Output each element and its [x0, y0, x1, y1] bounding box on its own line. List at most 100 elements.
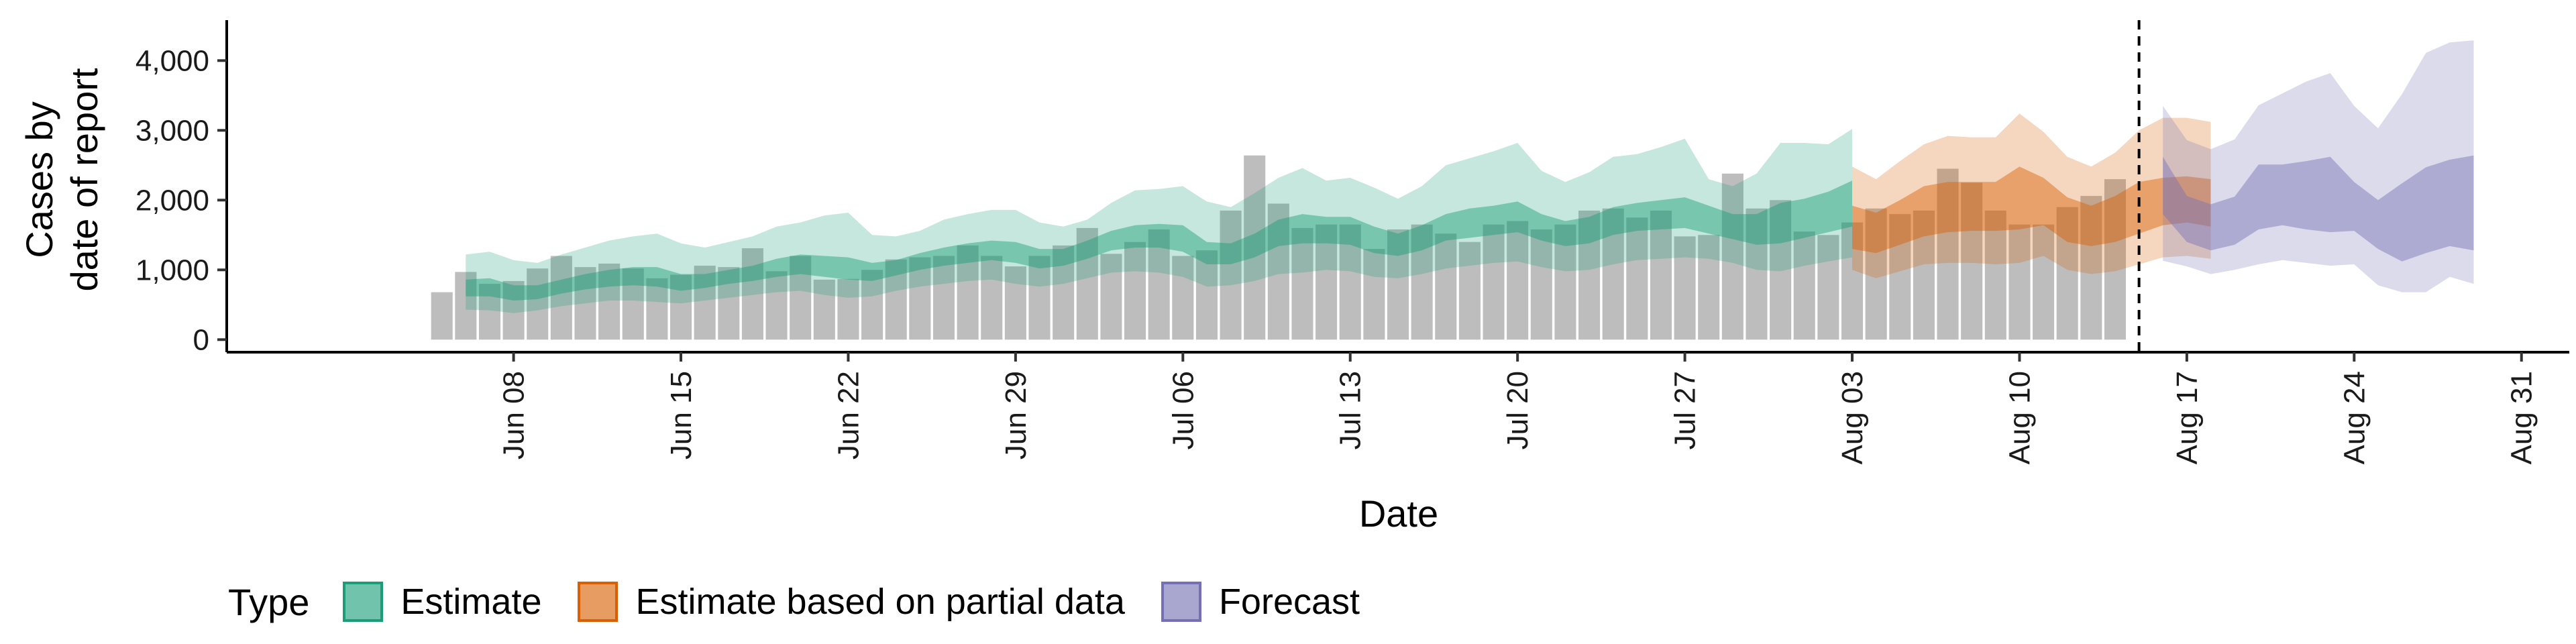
bar: [1316, 224, 1338, 340]
x-tick-label: Jun 29: [1000, 371, 1032, 460]
bar: [694, 266, 716, 340]
bar: [1674, 236, 1696, 340]
bar: [622, 268, 644, 340]
bar: [1387, 229, 1409, 340]
bar: [478, 284, 500, 340]
bar: [1267, 203, 1289, 340]
reported-cases-bars: [431, 155, 2127, 340]
plot-area: [431, 20, 2474, 352]
bar: [550, 256, 572, 340]
bar: [1244, 155, 1266, 340]
bar: [1458, 241, 1481, 340]
y-tick-label: 3,000: [136, 114, 209, 147]
bar: [909, 257, 931, 340]
x-tick-label: Jul 20: [1501, 371, 1534, 449]
estimate-ribbon-50: [466, 180, 1852, 301]
bar: [1124, 241, 1146, 340]
bar: [1363, 249, 1385, 340]
bar: [1172, 256, 1194, 340]
x-tick-label: Jul 27: [1669, 371, 1702, 449]
y-tick-label: 1,000: [136, 254, 209, 286]
bar: [813, 279, 835, 340]
legend-item-estimate: Estimate: [343, 581, 541, 623]
bar: [646, 278, 668, 340]
y-tick-label: 4,000: [136, 44, 209, 77]
bar: [1028, 256, 1051, 340]
bar: [598, 263, 621, 340]
y-tick-label: 2,000: [136, 184, 209, 217]
bar: [1698, 235, 1720, 340]
bar: [1100, 254, 1122, 340]
bar: [1483, 224, 1505, 340]
bar: [1746, 208, 1768, 340]
bar: [1053, 245, 1075, 340]
x-tick-label: Jun 22: [832, 371, 865, 460]
partial-ribbon-90: [1852, 113, 2211, 278]
bar: [1770, 200, 1792, 340]
bar: [527, 268, 549, 340]
bar: [1817, 235, 1839, 340]
bar: [2080, 196, 2102, 340]
legend-label-partial: Estimate based on partial data: [635, 582, 1125, 622]
bar: [1937, 168, 1959, 340]
bar: [1220, 210, 1242, 340]
y-axis-title-line-1: Cases by: [18, 101, 60, 258]
ribbons: [466, 40, 2474, 313]
bar: [1004, 266, 1026, 340]
forecast-ribbon-90: [2163, 40, 2474, 292]
bar: [2104, 179, 2127, 340]
bar: [2008, 224, 2031, 340]
bar: [741, 248, 763, 340]
bar: [1291, 227, 1313, 340]
bar: [1793, 231, 1815, 340]
x-tick-label: Jul 13: [1334, 371, 1367, 449]
bar: [957, 245, 979, 340]
legend-item-partial: Estimate based on partial data: [578, 581, 1125, 623]
x-tick-label: Aug 17: [2171, 371, 2204, 464]
x-axis-title: Date: [1359, 492, 1438, 535]
legend-title: Type: [228, 580, 310, 623]
x-tick-label: Jul 06: [1167, 371, 1199, 449]
bar: [1435, 233, 1457, 340]
bar: [861, 270, 883, 340]
bar: [1076, 227, 1098, 340]
bar: [502, 280, 525, 340]
bar: [2033, 224, 2055, 340]
x-tick-label: Aug 31: [2506, 371, 2538, 464]
y-axis-ticks: 0 1,000 2,000 3,000 4,000: [136, 44, 227, 356]
bar: [2056, 207, 2078, 340]
bar: [1984, 210, 2006, 340]
y-axis-title: Cases by date of report: [18, 68, 105, 292]
x-tick-label: Jun 15: [665, 371, 698, 460]
bar: [1626, 217, 1648, 340]
bar: [1721, 173, 1743, 340]
bar: [718, 267, 740, 340]
bar: [1554, 224, 1576, 340]
bar: [455, 272, 477, 340]
legend-label-forecast: Forecast: [1218, 582, 1360, 622]
legend: Type Estimate Estimate based on partial …: [228, 572, 1376, 632]
x-tick-label: Aug 03: [1836, 371, 1869, 464]
bar: [1602, 208, 1624, 340]
bar: [1530, 229, 1552, 340]
bar: [932, 256, 955, 340]
bar: [574, 267, 596, 340]
bar: [790, 256, 812, 340]
bar: [1865, 208, 1887, 340]
legend-swatch-partial: [578, 582, 619, 622]
legend-item-forecast: Forecast: [1161, 581, 1360, 623]
bar: [1961, 182, 1983, 340]
estimate-ribbon-90: [466, 129, 1852, 313]
bar: [981, 256, 1003, 340]
legend-label-estimate: Estimate: [400, 582, 542, 622]
bar: [885, 259, 907, 340]
y-axis-title-line-2: date of report: [63, 68, 105, 292]
x-tick-label: Aug 24: [2338, 371, 2371, 464]
x-tick-label: Jun 08: [498, 371, 531, 460]
x-axis-ticks: Jun 08 Jun 15 Jun 22 Jun 29 Jul 06 Jul 13 Jul …: [498, 352, 2538, 464]
legend-swatch-forecast: [1161, 582, 1201, 622]
bar: [837, 278, 859, 340]
bar: [1339, 224, 1361, 340]
partial-ribbon-50: [1852, 166, 2211, 254]
